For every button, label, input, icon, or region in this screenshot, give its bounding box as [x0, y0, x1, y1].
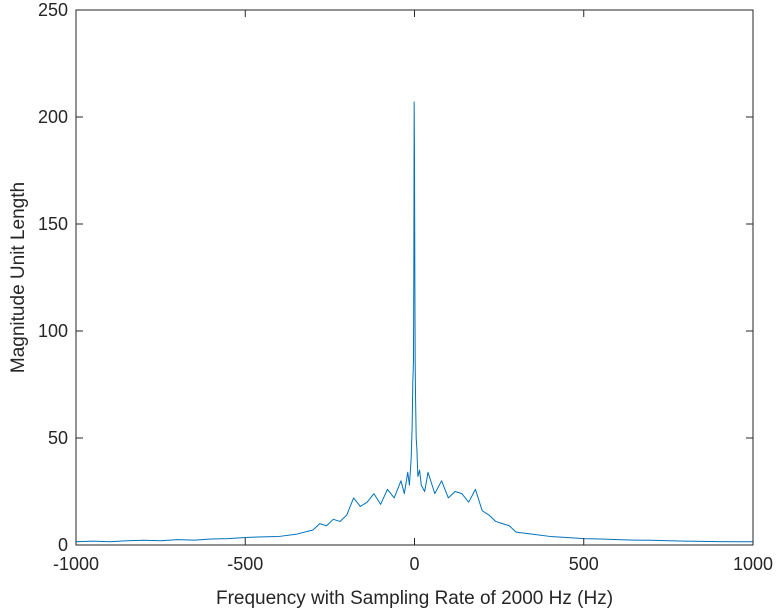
- x-axis-label: Frequency with Sampling Rate of 2000 Hz …: [216, 588, 613, 609]
- series-line-0: [75, 101, 753, 543]
- x-tick-label: -500: [227, 554, 263, 574]
- x-tick-label: 500: [569, 554, 599, 574]
- plot-frame: [75, 9, 754, 546]
- x-tick-label: 0: [409, 554, 419, 574]
- y-tick-label: 150: [38, 214, 68, 234]
- y-tick-label: 250: [38, 0, 68, 20]
- y-tick-label: 50: [48, 428, 68, 448]
- y-tick-label: 0: [58, 535, 68, 555]
- x-tick-label: 1000: [733, 554, 773, 574]
- x-tick-label: -1000: [53, 554, 99, 574]
- y-axis-label: Magnitude Unit Length: [8, 182, 29, 373]
- y-tick-label: 200: [38, 107, 68, 127]
- series-layer: [75, 101, 753, 543]
- y-tick-label: 100: [38, 321, 68, 341]
